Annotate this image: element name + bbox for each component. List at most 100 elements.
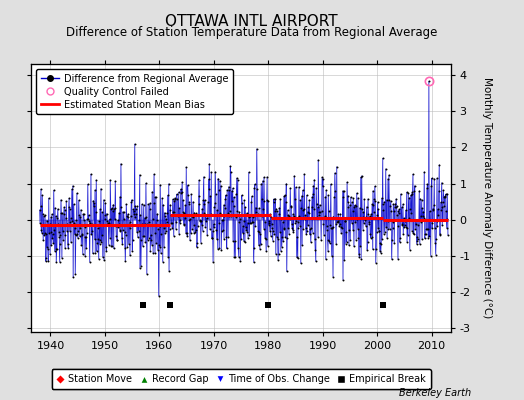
- Point: [59, 236, 68, 243]
- Point: [424, 78, 433, 84]
- Point: [118, 240, 126, 247]
- Point: [240, 197, 248, 203]
- Point: [364, 211, 373, 217]
- Point: [199, 174, 208, 180]
- Point: [105, 216, 114, 222]
- Point: [51, 204, 59, 211]
- Point: [305, 197, 313, 203]
- Point: [190, 209, 199, 216]
- Point: [409, 230, 418, 236]
- Point: [158, 222, 166, 228]
- Point: [287, 202, 296, 209]
- Point: [49, 187, 58, 194]
- Point: [62, 198, 71, 205]
- Point: [253, 146, 261, 152]
- Point: [316, 215, 325, 222]
- Point: [73, 231, 82, 237]
- Point: [322, 223, 331, 229]
- Point: [241, 204, 249, 210]
- Point: [158, 195, 167, 202]
- Point: [244, 219, 252, 226]
- Point: [286, 216, 294, 222]
- Point: [434, 206, 442, 213]
- Point: [303, 208, 312, 215]
- Point: [169, 233, 178, 239]
- Point: [137, 262, 145, 269]
- Point: [145, 235, 153, 241]
- Point: [149, 200, 158, 206]
- Point: [439, 199, 447, 206]
- Point: [320, 214, 329, 221]
- Point: [333, 219, 341, 225]
- Point: [83, 181, 92, 188]
- Point: [360, 196, 368, 202]
- Point: [440, 202, 449, 209]
- Point: [58, 255, 66, 261]
- Point: [119, 209, 128, 215]
- Point: [327, 225, 335, 231]
- Point: [223, 245, 231, 252]
- Point: [352, 236, 361, 243]
- Point: [113, 237, 122, 243]
- Point: [433, 175, 441, 182]
- Point: [138, 201, 146, 208]
- Point: [318, 208, 326, 214]
- Point: [170, 208, 179, 215]
- Point: [220, 236, 228, 242]
- Point: [151, 194, 160, 200]
- Point: [75, 233, 84, 240]
- Point: [344, 204, 353, 210]
- Point: [57, 196, 65, 203]
- Point: [271, 196, 279, 202]
- Point: [123, 213, 131, 219]
- Point: [172, 226, 180, 232]
- Point: [257, 180, 266, 187]
- Point: [248, 219, 257, 226]
- Point: [111, 178, 119, 185]
- Point: [309, 182, 318, 189]
- Point: [283, 234, 291, 241]
- Point: [185, 217, 194, 224]
- Point: [114, 223, 122, 230]
- Point: [416, 195, 424, 202]
- Point: [270, 230, 279, 237]
- Point: [311, 236, 319, 242]
- Point: [128, 247, 136, 254]
- Point: [114, 220, 123, 227]
- Point: [192, 244, 201, 250]
- Point: [307, 225, 315, 231]
- Point: [435, 161, 443, 168]
- Point: [271, 251, 280, 257]
- Point: [442, 208, 450, 214]
- Point: [343, 179, 351, 186]
- Point: [292, 218, 300, 224]
- Point: [117, 204, 126, 210]
- Point: [305, 210, 313, 216]
- Point: [351, 202, 359, 208]
- Point: [343, 238, 351, 245]
- Point: [392, 196, 400, 202]
- Point: [432, 235, 440, 242]
- Point: [347, 220, 356, 226]
- Point: [135, 172, 144, 178]
- Point: [78, 231, 86, 237]
- Point: [300, 171, 309, 177]
- Point: [75, 212, 83, 218]
- Point: [79, 211, 88, 217]
- Point: [260, 234, 269, 241]
- Point: [91, 187, 99, 193]
- Point: [94, 256, 103, 262]
- Point: [380, 230, 388, 237]
- Point: [158, 258, 167, 265]
- Point: [97, 232, 106, 238]
- Point: [322, 187, 331, 193]
- Point: [188, 213, 196, 219]
- Point: [146, 248, 155, 254]
- Point: [203, 215, 211, 221]
- Point: [362, 214, 370, 220]
- Point: [412, 217, 420, 224]
- Point: [88, 221, 96, 227]
- Point: [342, 229, 351, 235]
- Point: [97, 185, 105, 192]
- Point: [230, 194, 238, 200]
